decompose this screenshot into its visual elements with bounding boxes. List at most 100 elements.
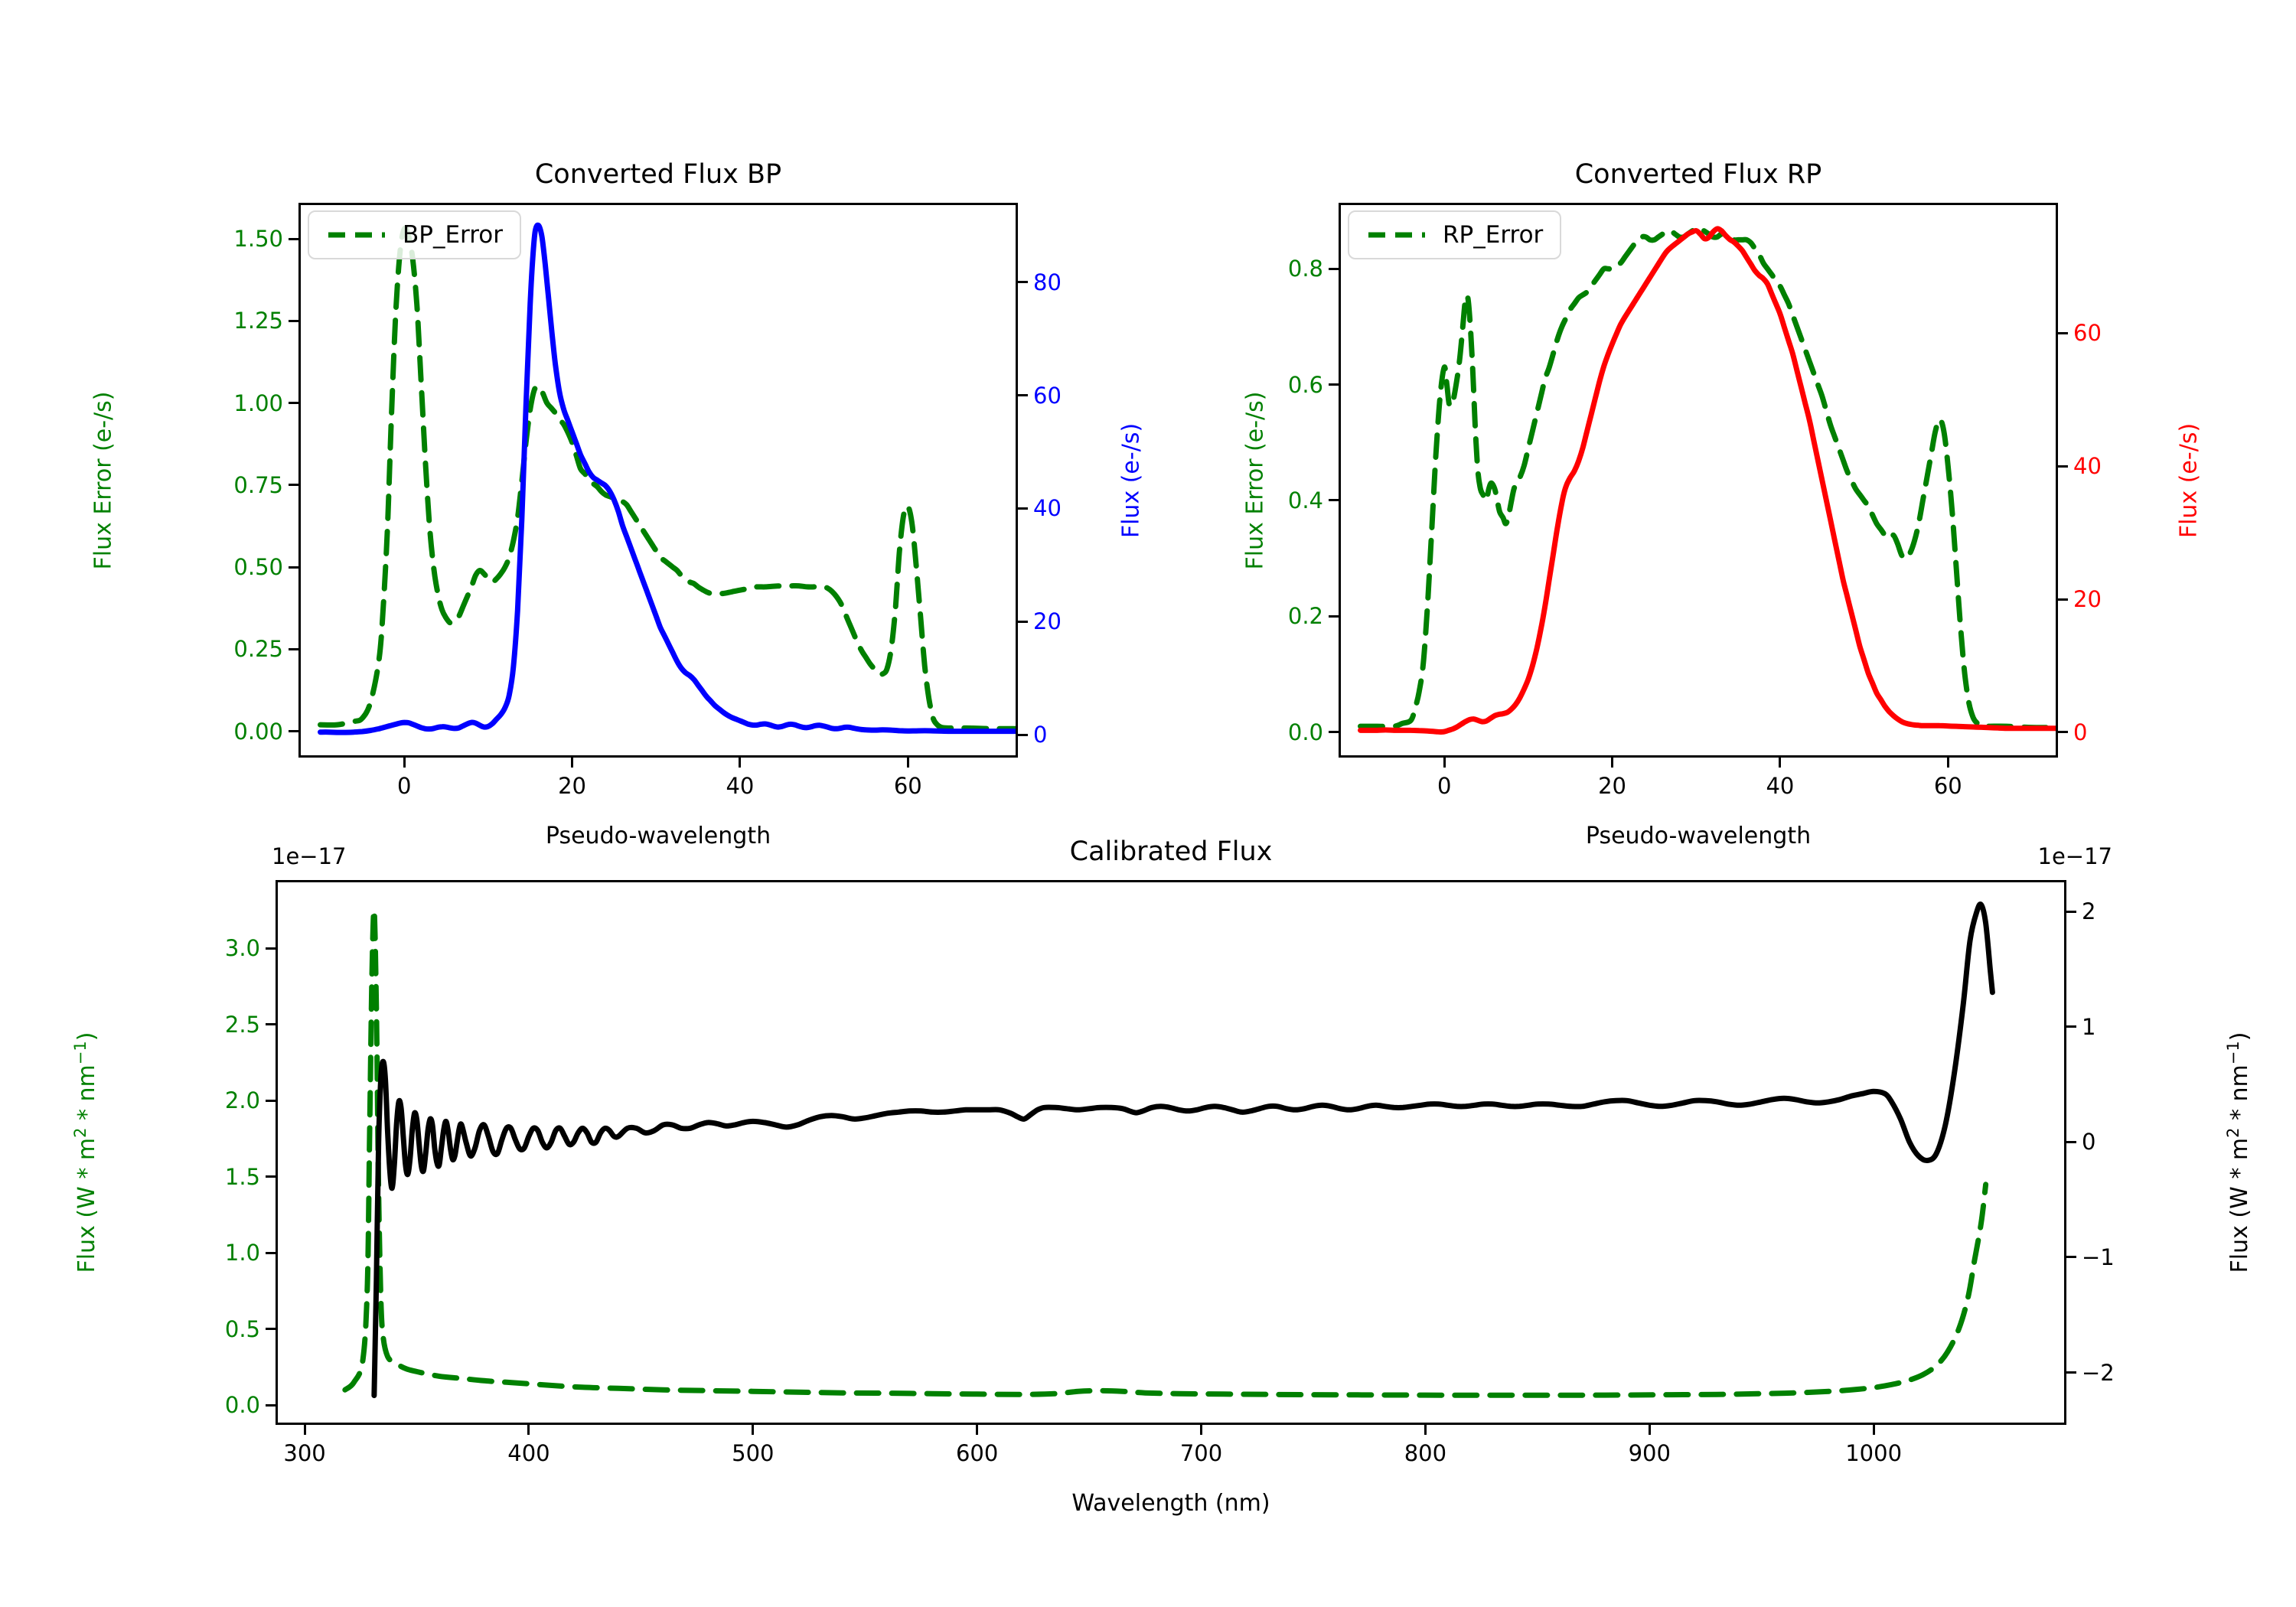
plot-area xyxy=(298,203,1018,758)
tick-mark xyxy=(1329,383,1339,386)
x-tick-label: 20 xyxy=(1598,773,1627,799)
y-tick-label-left: 0.2 xyxy=(1287,603,1323,630)
x-tick-label: 0 xyxy=(396,773,412,799)
y-axis-label-part: ) xyxy=(2226,1032,2253,1041)
plot-area xyxy=(1339,203,2058,758)
y-tick-label-left: 0.6 xyxy=(1287,371,1323,398)
tick-mark xyxy=(1329,267,1339,270)
y-tick-label-right: −2 xyxy=(2082,1359,2115,1386)
tick-mark xyxy=(1018,733,1028,736)
y-tick-label-left: 0.8 xyxy=(1287,256,1323,282)
tick-mark xyxy=(2058,598,2068,601)
tick-mark xyxy=(266,1403,276,1407)
tick-mark xyxy=(1329,499,1339,502)
x-tick-label: 800 xyxy=(1404,1440,1447,1466)
x-tick-label: 40 xyxy=(1766,773,1795,799)
y-tick-label-left: 0.50 xyxy=(233,554,283,581)
y-tick-label-left: 0.25 xyxy=(233,636,283,663)
x-tick-label: 700 xyxy=(1179,1440,1223,1466)
y-axis-label-part: Flux (W * m xyxy=(2226,1137,2253,1273)
tick-mark xyxy=(1424,1425,1427,1435)
y-tick-label-left: 0.4 xyxy=(1287,487,1323,513)
legend-line-sample xyxy=(328,232,385,238)
x-tick-label: 400 xyxy=(507,1440,550,1466)
x-tick-label: 1000 xyxy=(1845,1440,1903,1466)
y-tick-label-left: 0.75 xyxy=(233,471,283,498)
tick-mark xyxy=(266,1023,276,1026)
y-axis-label-part: 2 xyxy=(2224,1127,2242,1138)
series-rp xyxy=(1358,226,2058,735)
y-tick-label-right: 20 xyxy=(1033,608,1062,635)
series-flux xyxy=(371,901,1995,1399)
x-tick-label: 60 xyxy=(1933,773,1962,799)
x-tick-label: 600 xyxy=(955,1440,999,1466)
axes-spines xyxy=(1339,203,2058,758)
y-tick-label-left: 1.5 xyxy=(224,1163,260,1190)
y-tick-label-right: 60 xyxy=(2073,320,2102,347)
x-tick-label: 900 xyxy=(1628,1440,1671,1466)
x-tick-label: 0 xyxy=(1437,773,1452,799)
axis-offset-text-left: 1e−17 xyxy=(272,843,347,869)
y-tick-label-right: 60 xyxy=(1033,382,1062,409)
y-axis-label-right: Flux (e-/s) xyxy=(2175,422,2203,538)
y-axis-label-part: * nm xyxy=(73,1064,100,1128)
tick-mark xyxy=(2066,1371,2076,1374)
tick-mark xyxy=(303,1425,306,1435)
tick-mark xyxy=(1872,1425,1875,1435)
tick-mark xyxy=(1200,1425,1203,1435)
tick-mark xyxy=(752,1425,755,1435)
tick-mark xyxy=(2058,731,2068,734)
plot-svg xyxy=(298,203,1018,758)
tick-mark xyxy=(266,1328,276,1331)
chart-title: Converted Flux BP xyxy=(534,159,782,190)
y-tick-label-left: 0.0 xyxy=(1287,719,1323,745)
y-tick-label-right: 0 xyxy=(1033,722,1048,748)
axes-spines xyxy=(276,880,2066,1425)
tick-mark xyxy=(266,1175,276,1178)
y-tick-label-left: 3.0 xyxy=(224,935,260,962)
tick-mark xyxy=(266,1099,276,1102)
y-tick-label-left: 1.25 xyxy=(233,308,283,334)
y-tick-label-left: 1.00 xyxy=(233,390,283,416)
x-axis-label: Pseudo-wavelength xyxy=(545,823,771,849)
y-tick-label-right: 80 xyxy=(1033,269,1062,295)
tick-mark xyxy=(289,484,298,487)
plot-svg xyxy=(1339,203,2058,758)
y-tick-label-left: 1.50 xyxy=(233,226,283,253)
tick-mark xyxy=(976,1425,979,1435)
tick-mark xyxy=(289,647,298,650)
legend-rp-error: RP_Error xyxy=(1348,210,1562,259)
tick-mark xyxy=(2066,1256,2076,1259)
series-rp_error xyxy=(1358,225,2058,731)
y-axis-label-part: Flux (W * m xyxy=(73,1137,100,1273)
y-tick-label-left: 0.0 xyxy=(224,1392,260,1419)
tick-mark xyxy=(2066,910,2076,913)
y-tick-label-right: 40 xyxy=(1033,495,1062,522)
tick-mark xyxy=(739,758,742,768)
tick-mark xyxy=(571,758,574,768)
y-tick-label-left: 2.5 xyxy=(224,1011,260,1038)
y-tick-label-right: −1 xyxy=(2082,1244,2115,1270)
y-tick-label-right: 0 xyxy=(2082,1129,2096,1156)
tick-mark xyxy=(1779,758,1782,768)
y-axis-label-right: Flux (e-/s) xyxy=(1117,422,1145,538)
y-axis-label-part: −1 xyxy=(2224,1041,2242,1065)
plot-svg xyxy=(276,880,2066,1425)
axes-spines xyxy=(298,203,1018,758)
series-bp_error xyxy=(318,225,1018,732)
tick-mark xyxy=(1018,620,1028,623)
x-axis-label: Pseudo-wavelength xyxy=(1585,823,1812,849)
y-tick-label-right: 20 xyxy=(2073,586,2102,613)
tick-mark xyxy=(1018,507,1028,510)
legend-line-sample xyxy=(1368,232,1425,238)
y-tick-label-left: 0.00 xyxy=(233,718,283,745)
legend-label: BP_Error xyxy=(403,221,504,249)
y-axis-label-left: Flux Error (e-/s) xyxy=(90,391,117,569)
tick-mark xyxy=(1648,1425,1651,1435)
tick-mark xyxy=(1329,731,1339,734)
y-tick-label-left: 1.0 xyxy=(224,1240,260,1266)
tick-mark xyxy=(1443,758,1446,768)
y-axis-label-part: −1 xyxy=(71,1041,90,1065)
tick-mark xyxy=(266,947,276,950)
tick-mark xyxy=(289,566,298,569)
